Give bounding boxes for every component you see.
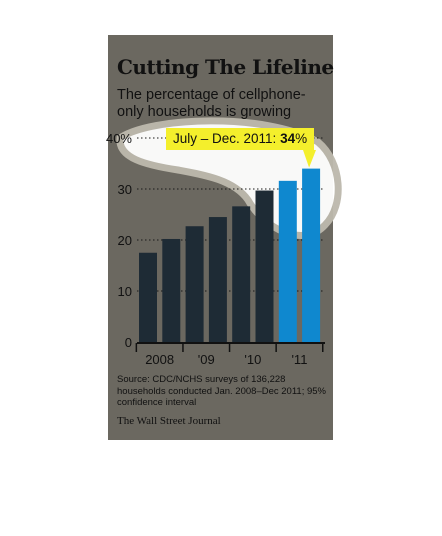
chart-title: Cutting The Lifeline	[117, 55, 334, 79]
callout-label: July – Dec. 2011: 34%	[166, 128, 315, 150]
callout-text: July – Dec. 2011:	[173, 131, 281, 146]
x-tick-label: '11	[291, 352, 307, 367]
bar	[139, 252, 157, 342]
bar	[162, 238, 181, 342]
bar	[255, 190, 274, 342]
callout-value: 34	[280, 131, 296, 146]
y-tick-label: 20	[118, 233, 132, 248]
source-note: Source: CDC/NCHS surveys of 136,228 hous…	[117, 374, 326, 408]
y-tick-label: 0	[125, 335, 132, 350]
x-tick-label: '10	[244, 352, 261, 367]
bar	[185, 226, 204, 342]
x-tick-label: '09	[198, 352, 215, 367]
callout-unit: %	[295, 131, 308, 146]
x-tick-label: 2008	[145, 352, 174, 367]
publisher-credit: The Wall Street Journal	[117, 415, 221, 427]
y-tick-label: 10	[118, 284, 132, 299]
bar	[208, 217, 227, 342]
y-tick-label: 40%	[106, 131, 132, 146]
bar	[278, 180, 297, 342]
bar	[302, 168, 321, 342]
callout-pointer	[303, 150, 316, 168]
chart-subtitle: The percentage of cellphone-only househo…	[117, 87, 306, 120]
bar	[232, 206, 251, 342]
y-tick-label: 30	[118, 182, 132, 197]
